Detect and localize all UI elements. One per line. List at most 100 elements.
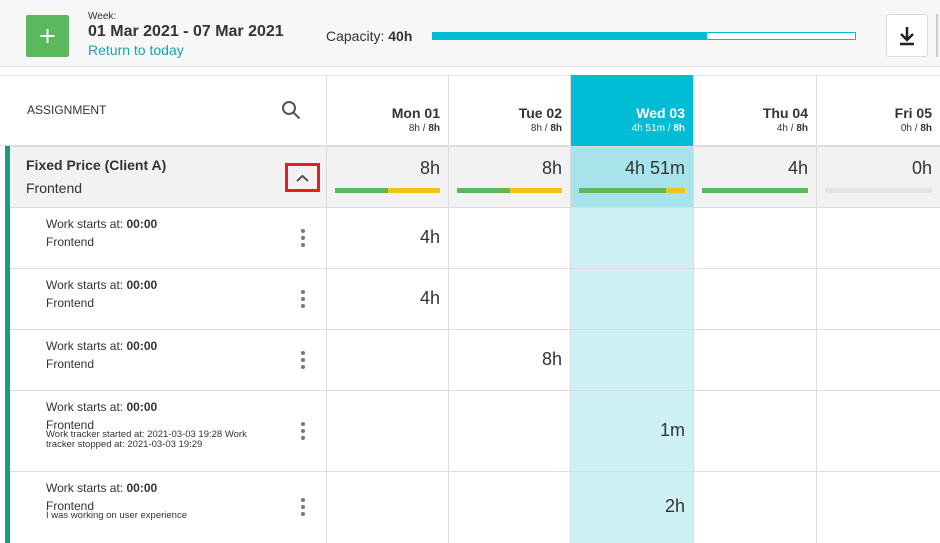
row-project: Frontend (46, 357, 95, 371)
hours-cell: 4h (419, 226, 440, 247)
day-hours: 8h / 8h (326, 123, 440, 134)
start-label: Work starts at: (46, 278, 124, 292)
load-green (335, 188, 388, 193)
row-note: I was working on user experience (46, 510, 187, 521)
day-used: 8h (408, 123, 420, 134)
day-separator: / (544, 123, 548, 134)
row-menu[interactable] (298, 228, 308, 248)
work-start: Work starts at: 00:00 (46, 400, 157, 414)
start-time: 00:00 (126, 481, 158, 495)
load-bar (457, 188, 562, 193)
load-green (702, 188, 808, 193)
group-total: 8h (541, 158, 562, 178)
group-total: 4h 51m (624, 158, 685, 178)
day-separator: / (790, 123, 794, 134)
column-line (570, 75, 571, 543)
row-menu[interactable] (298, 497, 308, 517)
plus-icon (40, 29, 55, 43)
row-project: Frontend (46, 296, 95, 310)
day-separator: / (667, 123, 671, 134)
column-line (816, 75, 817, 543)
work-start: Work starts at: 00:00 (46, 217, 157, 231)
day-hours: 4h / 8h (693, 123, 808, 134)
add-button[interactable] (26, 15, 69, 57)
hours-cell: 8h (541, 348, 562, 369)
row-project: Frontend (46, 235, 95, 249)
day-hours: 0h / 8h (816, 123, 932, 134)
day-name: Tue 02 (518, 105, 562, 121)
row-line (8, 207, 940, 208)
column-line (693, 75, 694, 543)
row-project: Frontend (46, 418, 95, 432)
start-time: 00:00 (126, 339, 158, 353)
week-range: 01 Mar 2021 - 07 Mar 2021 (88, 23, 284, 40)
work-start: Work starts at: 00:00 (46, 339, 157, 353)
day-used: 8h (530, 123, 542, 134)
work-start: Work starts at: 00:00 (46, 278, 157, 292)
load-bar (825, 188, 932, 193)
search-icon (280, 99, 302, 121)
group-total: 0h (911, 158, 932, 178)
hours-cell: 4h (419, 287, 440, 308)
day-name: Wed 03 (636, 105, 685, 121)
day-used: 4h (776, 123, 788, 134)
download-button[interactable] (886, 14, 928, 57)
day-hours: 4h 51m / 8h (570, 123, 685, 134)
day-total: 8h (428, 123, 440, 134)
row-line (8, 146, 940, 147)
row-line (8, 329, 940, 330)
capacity-label: Capacity: (326, 28, 385, 44)
today-group-cell (570, 146, 693, 207)
hours-cell: 1m (659, 419, 685, 440)
load-yellow (509, 188, 562, 193)
row-project: Frontend (46, 499, 95, 513)
day-name: Fri 05 (894, 105, 932, 121)
group-accent (5, 146, 10, 543)
return-link[interactable]: Return to today (88, 42, 184, 58)
start-time: 00:00 (126, 400, 158, 414)
day-total: 8h (920, 123, 932, 134)
load-green (579, 188, 666, 193)
column-line (326, 75, 327, 543)
load-bar (702, 188, 808, 193)
load-bar (335, 188, 440, 193)
group-title: Fixed Price (Client A) (26, 157, 167, 173)
load-green (457, 188, 510, 193)
start-time: 00:00 (126, 278, 158, 292)
capacity: Capacity: 40h (326, 28, 412, 44)
collapse-button[interactable] (285, 163, 320, 192)
today-header (570, 75, 693, 146)
row-line (8, 268, 940, 269)
capacity-bar (432, 32, 856, 40)
group-total: 4h (787, 158, 808, 178)
download-icon (900, 27, 914, 46)
row-line (8, 390, 940, 391)
row-line (8, 471, 940, 472)
day-total: 8h (796, 123, 808, 134)
row-menu[interactable] (298, 421, 308, 441)
start-label: Work starts at: (46, 400, 124, 414)
day-used: 4h 51m (631, 123, 665, 134)
capacity-value: 40h (388, 28, 413, 44)
day-separator: / (914, 123, 918, 134)
day-name: Mon 01 (391, 105, 440, 121)
day-total: 8h (673, 123, 685, 134)
row-menu[interactable] (298, 350, 308, 370)
hours-cell: 2h (664, 496, 685, 516)
divider (936, 14, 938, 57)
day-total: 8h (550, 123, 562, 134)
start-label: Work starts at: (46, 217, 124, 231)
day-used: 0h (900, 123, 912, 134)
column-line (448, 75, 449, 543)
day-separator: / (422, 123, 426, 134)
day-hours: 8h / 8h (448, 123, 562, 134)
start-label: Work starts at: (46, 481, 124, 495)
load-yellow (665, 188, 685, 193)
assignment-header: ASSIGNMENT (27, 103, 107, 117)
start-time: 00:00 (126, 217, 158, 231)
row-menu[interactable] (298, 289, 308, 309)
week-label: Week: (88, 11, 117, 22)
header-row (0, 75, 940, 146)
group-total: 8h (419, 158, 440, 178)
